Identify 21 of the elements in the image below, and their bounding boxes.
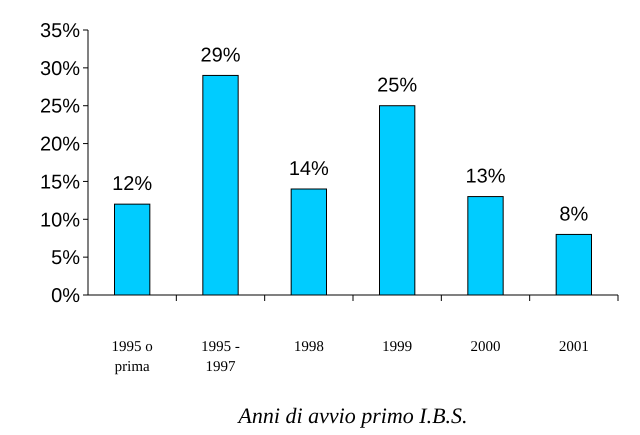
x-tick-label: 2001 [558, 339, 589, 355]
data-label: 8% [559, 203, 589, 226]
data-label: 29% [200, 44, 241, 66]
x-tick-label: 1999 [382, 339, 412, 355]
y-tick-label: 10% [40, 209, 80, 232]
y-tick-label: 25% [40, 96, 80, 118]
y-tick-label: 15% [40, 171, 80, 194]
y-tick-label: 20% [40, 134, 80, 156]
y-tick-label: 35% [40, 20, 80, 42]
data-label: 14% [288, 158, 330, 180]
data-label: 12% [112, 173, 152, 196]
x-tick-label: 2000 [470, 339, 500, 355]
x-axis-title: Anni di avvio primo I.B.S. [236, 403, 468, 428]
x-tick-label: 1995 - 1997 [201, 339, 240, 375]
data-label: 13% [465, 166, 506, 188]
x-tick-label: 1998 [294, 339, 324, 355]
x-tick-label: 1995 o prima [112, 339, 153, 375]
data-label: 25% [377, 74, 418, 97]
y-tick-label: 30% [40, 58, 80, 80]
y-tick-label: 0% [51, 285, 80, 307]
y-tick-label: 5% [51, 247, 80, 270]
